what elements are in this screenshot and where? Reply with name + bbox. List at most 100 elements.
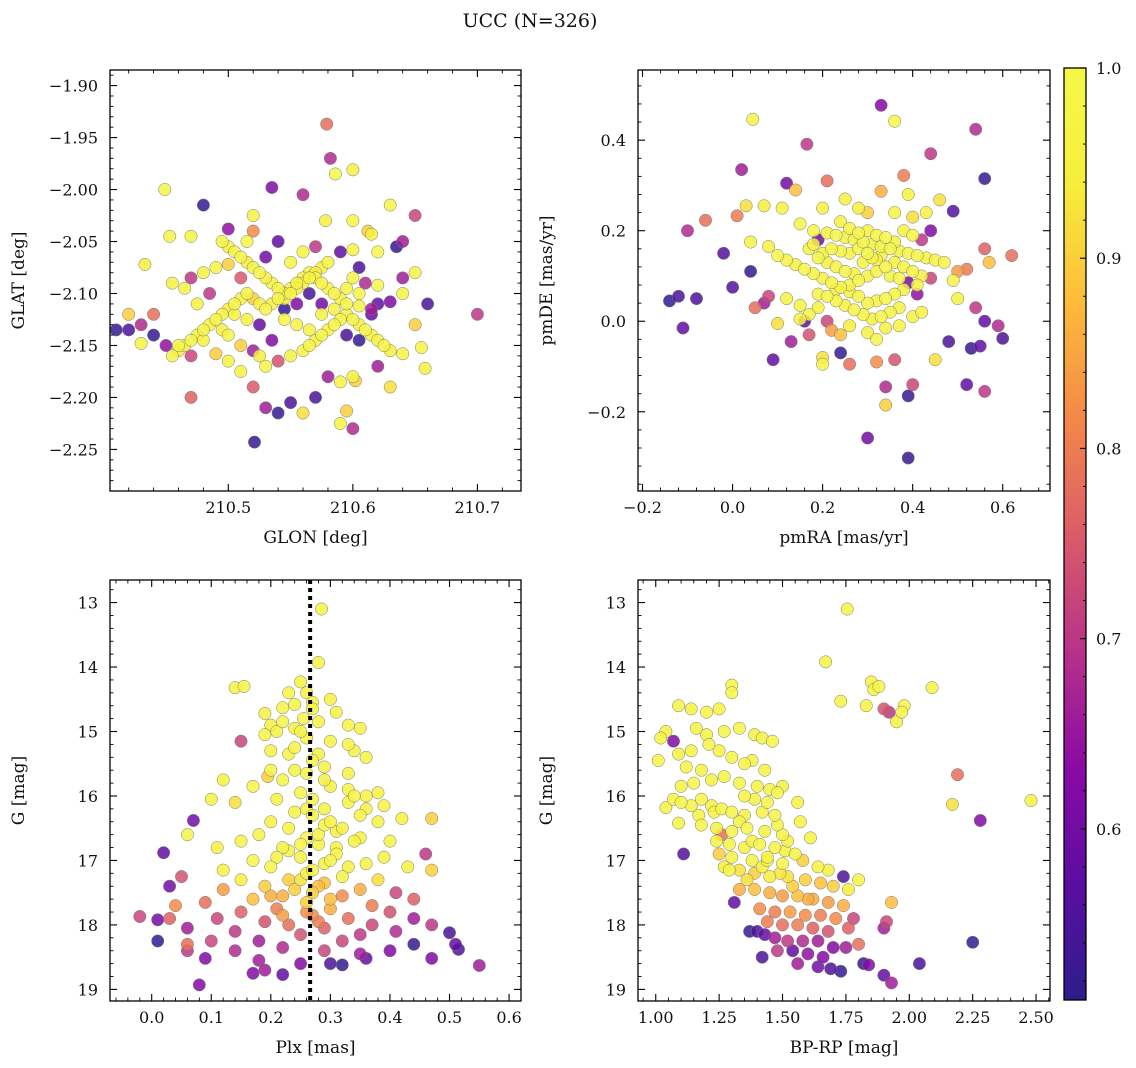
data-point (928, 353, 942, 367)
data-point (951, 292, 965, 306)
data-point (750, 779, 764, 793)
data-point (178, 281, 192, 295)
data-point (888, 206, 902, 220)
data-point (996, 331, 1010, 345)
data-point (906, 228, 920, 242)
data-point (327, 302, 341, 316)
data-point (158, 183, 172, 196)
data-point (915, 305, 929, 319)
data-point (221, 354, 235, 368)
data-point (852, 937, 866, 951)
x-tick-label: 210.5 (205, 498, 251, 517)
data-point (978, 172, 992, 186)
x-tick-label: 1.50 (765, 1008, 801, 1027)
x-tick-label: 0.5 (437, 1008, 462, 1027)
x-tick-label: 0.2 (810, 498, 835, 517)
data-point (259, 401, 273, 415)
data-point (421, 297, 435, 311)
data-point (847, 303, 861, 317)
data-point (425, 812, 439, 825)
data-point (672, 816, 686, 830)
data-point (821, 924, 835, 938)
data-point (834, 346, 848, 360)
data-point (264, 889, 278, 903)
data-point (240, 235, 254, 248)
data-point (352, 261, 366, 274)
data-point (333, 416, 347, 430)
data-point (294, 837, 308, 851)
data-point (852, 274, 866, 287)
data-point (323, 692, 337, 706)
data-point (309, 240, 322, 254)
data-point (315, 328, 329, 342)
data-point (811, 301, 825, 315)
data-point (204, 792, 218, 806)
data-point (700, 705, 713, 719)
data-point (323, 892, 337, 906)
data-point (258, 915, 272, 929)
y-tick-label: 16 (606, 787, 626, 806)
data-point (165, 349, 179, 363)
data-point (798, 262, 812, 276)
data-point (834, 328, 848, 342)
data-point (798, 873, 812, 887)
data-point (216, 863, 230, 877)
y-tick-label: 18 (78, 916, 98, 935)
data-point (879, 292, 893, 306)
data-point (252, 828, 266, 842)
data-point (966, 935, 980, 949)
data-point (333, 375, 347, 389)
data-point (674, 795, 688, 809)
data-point (951, 768, 964, 782)
colorbar-tick-label: 0.6 (1096, 820, 1121, 839)
data-point (377, 850, 391, 864)
data-point (874, 184, 888, 198)
data-point (789, 183, 803, 197)
data-point (371, 245, 385, 259)
y-tick-label: −2.20 (49, 388, 98, 407)
data-point (862, 958, 876, 972)
x-tick-label: 210.7 (455, 498, 501, 517)
data-point (353, 721, 367, 735)
colorbar-tick-label: 0.9 (1096, 249, 1121, 268)
data-point (712, 744, 726, 758)
data-point (346, 313, 360, 326)
data-point (717, 770, 731, 784)
data-point (826, 879, 840, 893)
data-point (246, 209, 260, 222)
data-point (352, 299, 366, 313)
data-point (321, 370, 335, 384)
data-point (901, 188, 915, 201)
data-point (389, 886, 403, 900)
data-point (271, 235, 285, 248)
data-point (353, 808, 367, 822)
data-point (147, 328, 161, 342)
data-point (946, 204, 960, 218)
data-point (816, 357, 830, 371)
data-point (340, 404, 354, 418)
xlabel-glon: GLON [deg] (263, 528, 367, 548)
data-point (216, 773, 230, 787)
data-point (816, 201, 830, 215)
data-point (346, 271, 360, 285)
data-point (872, 679, 886, 693)
data-point (264, 860, 278, 874)
data-point (760, 915, 774, 929)
data-point (395, 812, 409, 825)
data-point (290, 276, 304, 290)
data-point (694, 818, 708, 832)
data-point (978, 242, 992, 256)
x-tick-label: 0.4 (377, 1008, 402, 1027)
data-point (306, 863, 319, 877)
data-point (228, 924, 242, 938)
data-point (880, 915, 893, 929)
data-point (843, 319, 857, 333)
data-point (472, 959, 486, 972)
data-point (234, 250, 248, 264)
x-tick-label: 0.0 (139, 1008, 164, 1027)
data-point (978, 314, 992, 328)
xlabel-pmra: pmRA [mas/yr] (779, 528, 908, 548)
data-point (315, 276, 329, 290)
x-tick-label: 2.00 (891, 1008, 927, 1027)
data-point (852, 289, 866, 303)
